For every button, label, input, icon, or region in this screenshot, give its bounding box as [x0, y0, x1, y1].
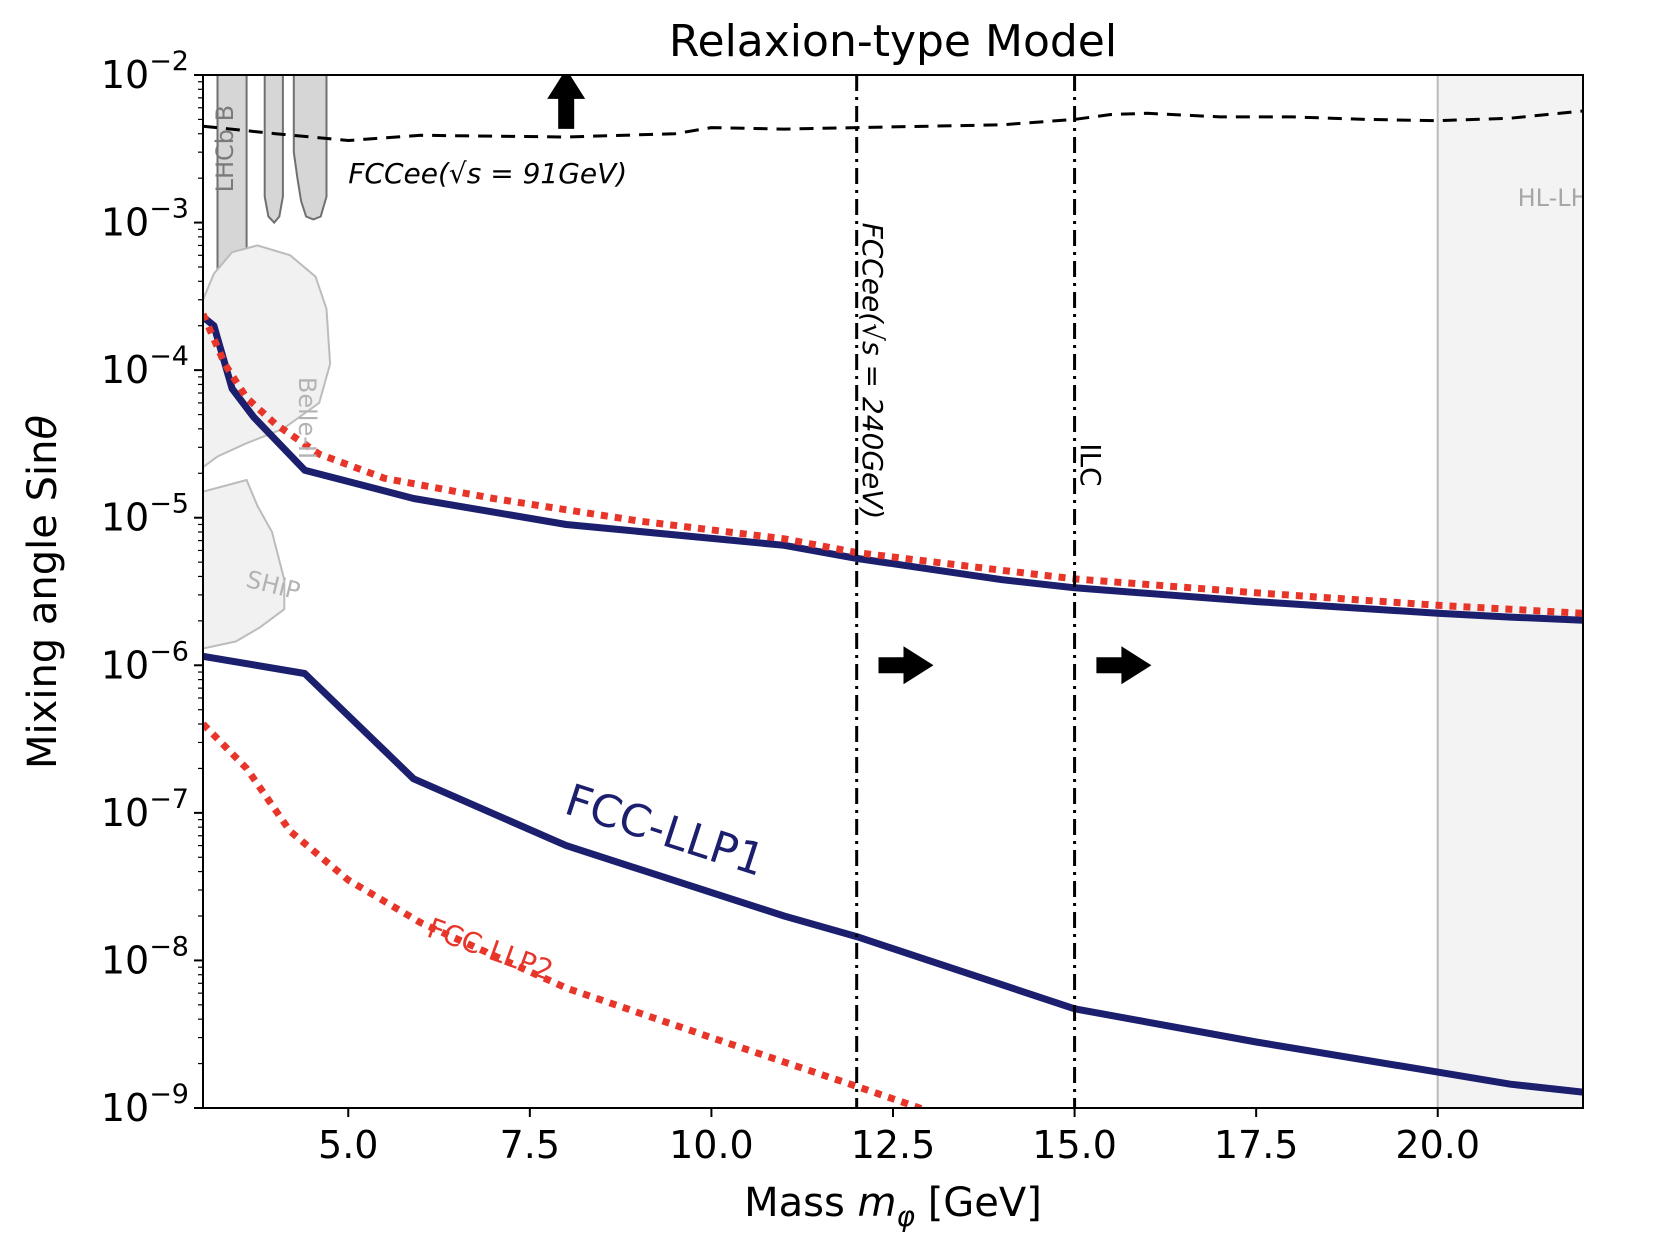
y-axis: 10−2 10−3 10−4 10−5 10−6 10−7 10−8 10−9 [101, 46, 203, 1130]
arrows [547, 75, 1152, 685]
x-tick-label: 7.5 [500, 1123, 560, 1167]
right-arrow-fccee-240 [878, 646, 934, 685]
series-llp1-upper [203, 314, 1583, 624]
series-layer [203, 109, 1583, 1108]
x-tick-label: 10.0 [669, 1123, 754, 1167]
right-arrow-ilc [1096, 646, 1152, 685]
y-tick-label: 10−5 [101, 489, 189, 540]
x-axis-title-var: m [858, 1180, 897, 1226]
annotations: FCCee(√s = 91GeV) FCCee(√s = 240GeV) ILC HL… [211, 105, 1606, 987]
x-tick-label: 17.5 [1214, 1123, 1299, 1167]
y-tick-label: 10−4 [101, 341, 189, 392]
x-axis-title-pre: Mass [744, 1180, 857, 1226]
y-axis-title-pre: Mixing angle Sin [20, 440, 66, 769]
region-ship [203, 478, 286, 650]
x-axis: 5.0 7.5 10.0 12.5 15.0 17.5 20.0 [318, 1108, 1480, 1167]
x-axis-title: Mass mφ [GeV] [744, 1180, 1042, 1233]
y-axis-title-var: θ [20, 415, 66, 439]
y-tick-label: 10−6 [101, 636, 189, 687]
plot-frame [202, 74, 1584, 1109]
excluded-regions [203, 75, 1583, 1108]
label-fccee-91: FCCee(√s = 91GeV) [348, 157, 627, 190]
series-llp2-upper [203, 312, 1583, 617]
label-belle-ii: Belle-II [293, 377, 321, 459]
y-tick-label: 10−9 [101, 1079, 189, 1130]
vertical-lines [855, 75, 1077, 1108]
y-tick-label: 10−2 [101, 46, 189, 97]
label-ilc: ILC [1074, 443, 1107, 486]
label-hl-lhc: HL-LHC [1518, 184, 1606, 212]
y-tick-label: 10−3 [101, 194, 189, 245]
y-tick-label: 10−7 [101, 784, 189, 835]
label-lhcb-b: LHCb B [211, 105, 239, 193]
label-fcc-llp2: FCC-LLP2 [423, 911, 558, 987]
chart-title: Relaxion-type Model [669, 16, 1117, 67]
x-axis-title-post: [GeV] [915, 1180, 1042, 1226]
label-fcc-llp1: FCC-LLP1 [559, 775, 771, 887]
plot-area: FCCee(√s = 91GeV) FCCee(√s = 240GeV) ILC HL… [203, 75, 1606, 1108]
x-tick-label: 12.5 [851, 1123, 936, 1167]
x-tick-label: 5.0 [318, 1123, 378, 1167]
series-llp1-lower [203, 652, 1583, 1096]
x-tick-label: 20.0 [1395, 1123, 1480, 1167]
region-lhcb-b-3 [292, 75, 328, 221]
region-belle-ii [203, 244, 332, 469]
region-hl-lhc [1436, 75, 1583, 1108]
series-llp2-lower [203, 721, 931, 1108]
x-axis-title-sub: φ [897, 1200, 916, 1233]
y-axis-title: Mixing angle Sinθ [20, 415, 66, 769]
x-tick-label: 15.0 [1032, 1123, 1117, 1167]
region-lhcb-b-2 [263, 75, 284, 225]
up-arrow [547, 75, 586, 129]
series-fccee-91 [203, 109, 1583, 142]
label-fccee-240: FCCee(√s = 240GeV) [856, 223, 889, 520]
y-tick-label: 10−8 [101, 931, 189, 982]
